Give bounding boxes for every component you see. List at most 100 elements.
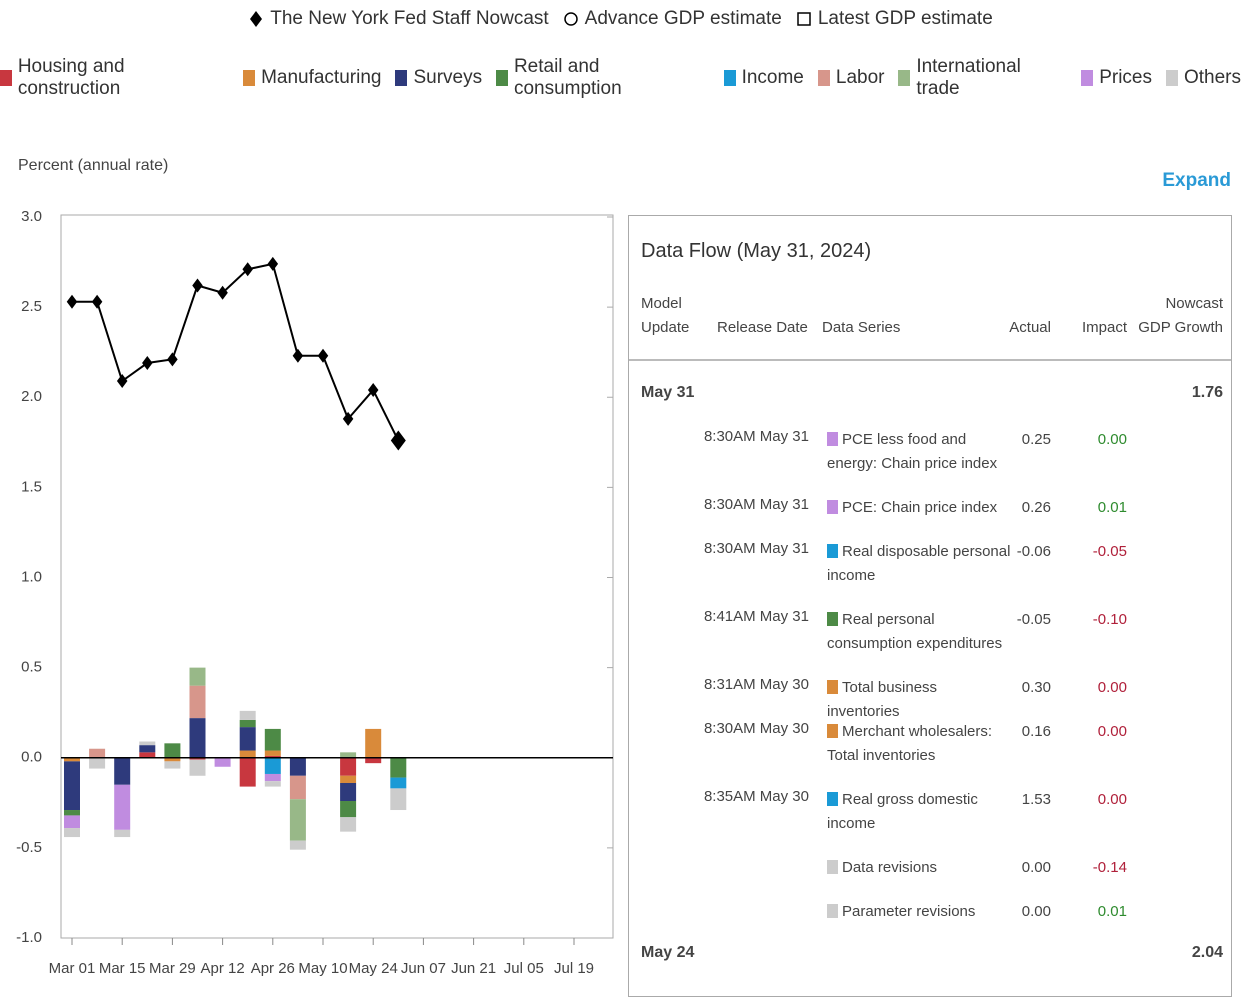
legend-item: Housing and construction: [0, 56, 229, 100]
bar-segment: [390, 777, 407, 789]
series-swatch: [827, 500, 838, 514]
nowcast-point: [317, 348, 329, 363]
series-swatch: [827, 544, 838, 558]
group-nowcast: 2.04: [1191, 944, 1223, 961]
series-cell: Parameter revisions: [827, 900, 1012, 924]
actual-value: -0.06: [1016, 543, 1051, 560]
bar-segment: [264, 781, 281, 787]
bar-segment: [64, 810, 80, 816]
legend-swatch: [243, 70, 256, 86]
bar-segment: [89, 748, 106, 758]
series-cell: Data revisions: [827, 856, 1012, 880]
bar-segment: [289, 840, 306, 850]
y-tick-label: -1.0: [16, 929, 42, 946]
marker-legend: The New York Fed Staff Nowcast Advance GD…: [0, 8, 1241, 30]
bar-segment: [139, 741, 156, 746]
legend-swatch: [395, 70, 408, 86]
impact-value: 0.00: [1097, 679, 1127, 696]
x-tick-label: May 24: [349, 960, 398, 977]
series-cell: Real disposable personal income: [827, 540, 1012, 588]
legend-label: Housing and construction: [17, 56, 125, 99]
header-rule: [629, 359, 1231, 361]
impact-value: 0.00: [1097, 431, 1127, 448]
legend-marker: [563, 12, 578, 26]
legend-label: Income: [741, 67, 804, 88]
legend-label: Latest GDP estimate: [817, 8, 993, 29]
legend-item: Latest GDP estimate: [796, 8, 993, 30]
legend-item: Manufacturing: [243, 56, 381, 100]
y-tick-label: 1.5: [21, 478, 42, 495]
actual-value: -0.05: [1016, 611, 1051, 628]
y-tick-label: 2.0: [21, 388, 42, 405]
nowcast-point: [292, 348, 304, 363]
impact-value: 0.00: [1097, 723, 1127, 740]
series-cell: Real gross domestic income: [827, 788, 1012, 836]
impact-value: 0.01: [1097, 903, 1127, 920]
legend-swatch: [1165, 70, 1178, 86]
legend-item: International trade: [898, 56, 1067, 100]
bar-segment: [340, 817, 357, 832]
legend-item: Surveys: [395, 56, 482, 100]
nowcast-point: [242, 262, 253, 277]
legend-item: Prices: [1081, 56, 1152, 100]
x-tick-label: Jul 05: [504, 960, 544, 977]
x-tick-label: Apr 26: [251, 960, 295, 977]
bar-segment: [390, 788, 407, 811]
actual-value: 0.30: [1021, 679, 1051, 696]
bar-segment: [189, 667, 206, 686]
group-update: May 24: [641, 944, 695, 961]
series-swatch: [827, 612, 838, 626]
legend-item: Others: [1165, 56, 1241, 100]
y-tick-label: 3.0: [21, 208, 42, 225]
x-tick-label: Mar 15: [99, 960, 146, 977]
legend-swatch: [1081, 70, 1094, 86]
bar-segment: [239, 757, 256, 787]
legend-label: Surveys: [413, 67, 483, 88]
series-name: Real personal consumption expenditures: [827, 611, 1003, 652]
legend-marker: [250, 11, 263, 27]
series-name: Data revisions: [842, 859, 938, 876]
bar-segment: [239, 710, 256, 720]
impact-value: 0.00: [1097, 791, 1127, 808]
bar-segment: [114, 784, 131, 830]
legend-item: Labor: [817, 56, 884, 100]
actual-value: 0.16: [1021, 723, 1051, 740]
legend-label: Others: [1183, 67, 1241, 88]
bar-segment: [189, 757, 206, 760]
legend-label: International trade: [916, 56, 1021, 99]
impact-value: 0.01: [1097, 499, 1127, 516]
actual-value: 0.26: [1021, 499, 1051, 516]
bar-segment: [64, 757, 80, 762]
bar-segment: [289, 799, 306, 841]
bar-segment: [264, 750, 281, 756]
actual-value: 1.53: [1021, 791, 1051, 808]
x-tick-label: Jun 07: [401, 960, 446, 977]
series-cell: Real personal consumption expenditures: [827, 608, 1012, 656]
bar-segment: [239, 750, 256, 758]
bar-segment: [340, 782, 357, 802]
nowcast-point: [217, 285, 228, 300]
y-tick-label: 0.0: [21, 749, 42, 766]
bar-segment: [340, 752, 357, 758]
nowcast-point: [267, 256, 279, 271]
actual-value: 0.00: [1021, 859, 1051, 876]
nowcast-point: [142, 356, 153, 371]
release-date: 8:30AM May 30: [703, 720, 809, 737]
bar-segment: [264, 755, 281, 758]
group-update: May 31: [641, 384, 695, 401]
x-tick-label: Jun 21: [451, 960, 496, 977]
bar-segment: [64, 815, 80, 829]
legend-item: The New York Fed Staff Nowcast: [248, 8, 549, 30]
series-name: Total business inventories: [827, 679, 938, 720]
group-nowcast: 1.76: [1191, 384, 1223, 401]
nowcast-point: [167, 352, 178, 367]
nowcast-point: [91, 294, 103, 309]
expand-button[interactable]: Expand: [1162, 170, 1231, 191]
series-cell: Total business inventories: [827, 676, 1012, 724]
nowcast-line: [72, 262, 400, 441]
legend-label: Retail and consumption: [513, 56, 622, 99]
bar-segment: [64, 761, 80, 811]
series-swatch: [827, 792, 838, 806]
bar-segment: [214, 757, 231, 767]
